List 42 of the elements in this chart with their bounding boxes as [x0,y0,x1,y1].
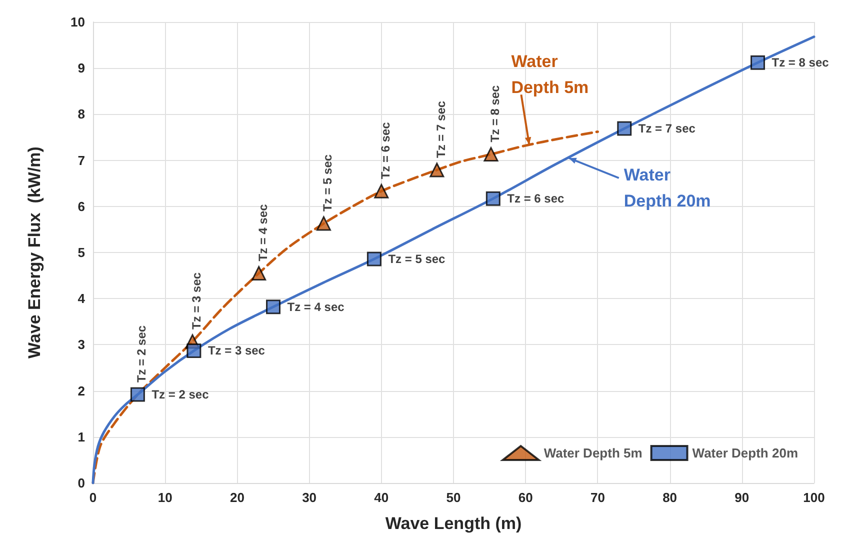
y-axis-title: Wave Energy Flux (kW/m) [25,146,44,358]
annotation: Water Depth 5m [511,52,589,98]
annotation: Tz = 7 sec [434,100,448,158]
y-tick-label: 10 [70,14,85,30]
y-tick-label: 5 [78,245,85,260]
annotation: Water Depth 20m [624,165,711,210]
legend-label: Water Depth 20m [692,446,798,460]
y-tick-label: 3 [78,337,85,352]
annotation: Tz = 3 sec [190,272,204,330]
x-tick-label: 30 [302,490,317,505]
legend-label: Water Depth 5m [544,446,642,460]
y-tick-label: 9 [78,60,85,76]
y-tick-label: 4 [78,291,86,306]
y-tick-label: 6 [78,198,85,214]
y-tick-label: 2 [78,383,85,398]
annotation: Tz = 4 sec [287,300,345,314]
annotation: Tz = 3 sec [208,344,266,358]
annotation: Tz = 2 sec [152,387,210,402]
x-tick-label: 60 [518,490,533,505]
x-tick-label: 10 [158,490,172,505]
annotation: Tz = 5 sec [320,154,335,212]
annotation: Tz = 8 sec [488,84,502,142]
x-axis-title: Wave Length (m) [385,514,522,533]
annotation: Tz = 4 sec [256,204,270,262]
y-tick-label: 1 [78,429,85,444]
x-tick-label: 90 [734,490,750,505]
x-tick-label: 0 [89,490,97,505]
annotation: Tz = 6 sec [378,122,392,180]
y-tick-label: 8 [78,106,85,122]
x-tick-label: 70 [590,490,605,505]
y-tick-label: 7 [78,152,85,168]
x-tick-label: 50 [446,490,461,505]
x-tick-label: 80 [662,490,678,505]
x-tick-label: 20 [230,490,244,505]
annotation: Tz = 7 sec [638,121,696,136]
annotation: Tz = 6 sec [507,192,565,206]
x-tick-label: 100 [803,490,825,505]
annotation: Tz = 2 sec [134,325,149,382]
y-tick-label: 0 [78,476,85,490]
annotation: Tz = 5 sec [388,252,446,266]
annotation: Tz = 8 sec [772,56,830,70]
x-tick-label: 40 [374,490,389,505]
